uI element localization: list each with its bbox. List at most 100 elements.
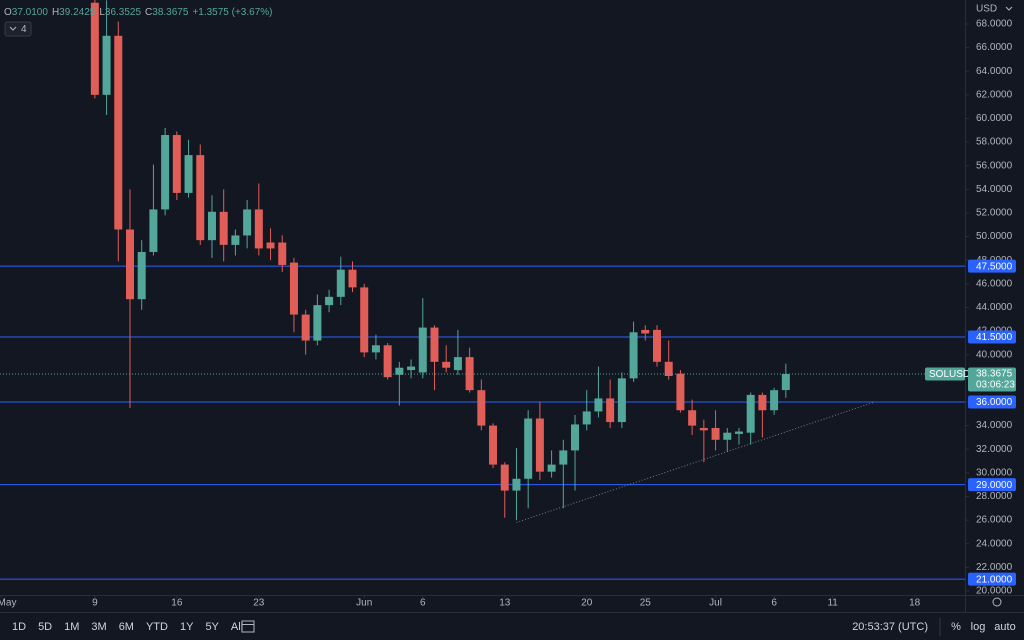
level-label-box (968, 395, 1016, 409)
candle-body (243, 209, 252, 236)
x-tick-label: May (0, 598, 16, 609)
candle-body (711, 427, 720, 440)
candle-body (770, 390, 779, 411)
indicator-count: 4 (21, 24, 27, 35)
y-tick-label: 34.0000 (976, 420, 1013, 431)
candle-body (617, 378, 626, 423)
candle-body (219, 211, 228, 245)
candle-body (254, 209, 263, 249)
symbol-label-box (925, 367, 965, 381)
plot (0, 0, 965, 580)
candle-body (535, 418, 544, 472)
candle-body (266, 242, 275, 249)
candle-body (676, 373, 685, 411)
y-tick-label: 66.0000 (976, 42, 1013, 53)
candle-body (699, 427, 708, 431)
percent-toggle[interactable]: % (951, 621, 961, 633)
candle-body (278, 242, 287, 265)
range-button[interactable]: YTD (146, 621, 168, 633)
y-tick-label: 60.0000 (976, 113, 1013, 124)
candle-body (161, 135, 170, 210)
x-tick-label: 13 (499, 598, 511, 609)
candle-body (688, 410, 697, 426)
candle-body (325, 296, 334, 306)
level-label-box (968, 478, 1016, 492)
candle-body (606, 398, 615, 423)
x-tick-label: 9 (92, 598, 98, 609)
candle-body (289, 262, 298, 315)
candle-body (383, 345, 392, 378)
candle-body (336, 269, 345, 297)
range-button[interactable]: 5D (38, 621, 52, 633)
candle-body (664, 361, 673, 376)
x-tick-label: Jun (356, 598, 372, 609)
candle-body (207, 211, 216, 241)
symbol-label: SOLUSD (929, 369, 970, 380)
y-tick-label: 20.0000 (976, 586, 1013, 597)
candle-body (723, 432, 732, 440)
candle-body (137, 251, 146, 300)
candle-body (301, 314, 310, 341)
range-button[interactable]: 5Y (205, 621, 219, 633)
range-button[interactable]: 3M (91, 621, 106, 633)
candle-body (418, 327, 427, 373)
y-tick-label: 56.0000 (976, 160, 1013, 171)
level-label-box (968, 572, 1016, 586)
level-label: 29.0000 (976, 480, 1013, 491)
currency: USD (976, 4, 997, 15)
y-tick-label: 44.0000 (976, 302, 1013, 313)
range-button[interactable]: 1D (12, 621, 26, 633)
candle-body (453, 357, 462, 371)
x-tick-label: 25 (640, 598, 652, 609)
candle-body (360, 287, 369, 353)
range-button[interactable]: 1Y (180, 621, 194, 633)
clock: 20:53:37 (UTC) (852, 621, 928, 633)
auto-toggle[interactable]: auto (994, 621, 1015, 633)
log-toggle[interactable]: log (971, 621, 986, 633)
y-tick-label: 50.0000 (976, 231, 1013, 242)
candle-body (407, 366, 416, 371)
candle-body (641, 329, 650, 334)
y-tick-label: 64.0000 (976, 66, 1013, 77)
range-button[interactable]: All (231, 621, 243, 633)
candle-body (758, 394, 767, 411)
candle-body (442, 361, 451, 368)
candle-body (512, 478, 521, 491)
x-tick-label: 20 (581, 598, 593, 609)
range-button[interactable]: 1M (64, 621, 79, 633)
range-button[interactable]: 6M (119, 621, 134, 633)
y-tick-label: 68.0000 (976, 19, 1013, 30)
candle-body (125, 229, 134, 300)
candle-body (313, 305, 322, 341)
x-tick-label: 11 (827, 598, 838, 609)
price-label: 38.3675 (976, 369, 1013, 380)
candle-body (781, 374, 790, 391)
level-label-box (968, 259, 1016, 273)
level-label: 41.5000 (976, 332, 1013, 343)
level-label: 47.5000 (976, 261, 1013, 272)
ohlc-key: H (52, 7, 59, 18)
x-tick-label: 18 (909, 598, 921, 609)
legend-header: O37.0100 H39.2425 L36.3525 C38.3675 +1.3575 … (4, 7, 273, 18)
ohlc-key: L (99, 7, 105, 18)
ohlc-change: +1.3575 (+3.67%) (192, 7, 272, 18)
candle-body (149, 209, 158, 252)
settings-icon[interactable] (992, 597, 1002, 607)
ohlc-key: C (145, 7, 152, 18)
candle-body (395, 367, 404, 375)
ohlc-key: O (4, 7, 12, 18)
level-label: 36.0000 (976, 397, 1013, 408)
candle-body (371, 345, 380, 353)
indicator-badge[interactable] (4, 21, 32, 37)
y-tick-label: 32.0000 (976, 444, 1013, 455)
y-tick-label: 26.0000 (976, 515, 1013, 526)
calendar-icon[interactable] (241, 620, 255, 633)
candle-body (231, 235, 240, 245)
candle-body (90, 2, 99, 95)
candle-body (114, 35, 123, 230)
candle-body (746, 394, 755, 433)
y-tick-label: 28.0000 (976, 491, 1013, 502)
candle-body (582, 411, 591, 425)
candle-body (184, 155, 193, 193)
